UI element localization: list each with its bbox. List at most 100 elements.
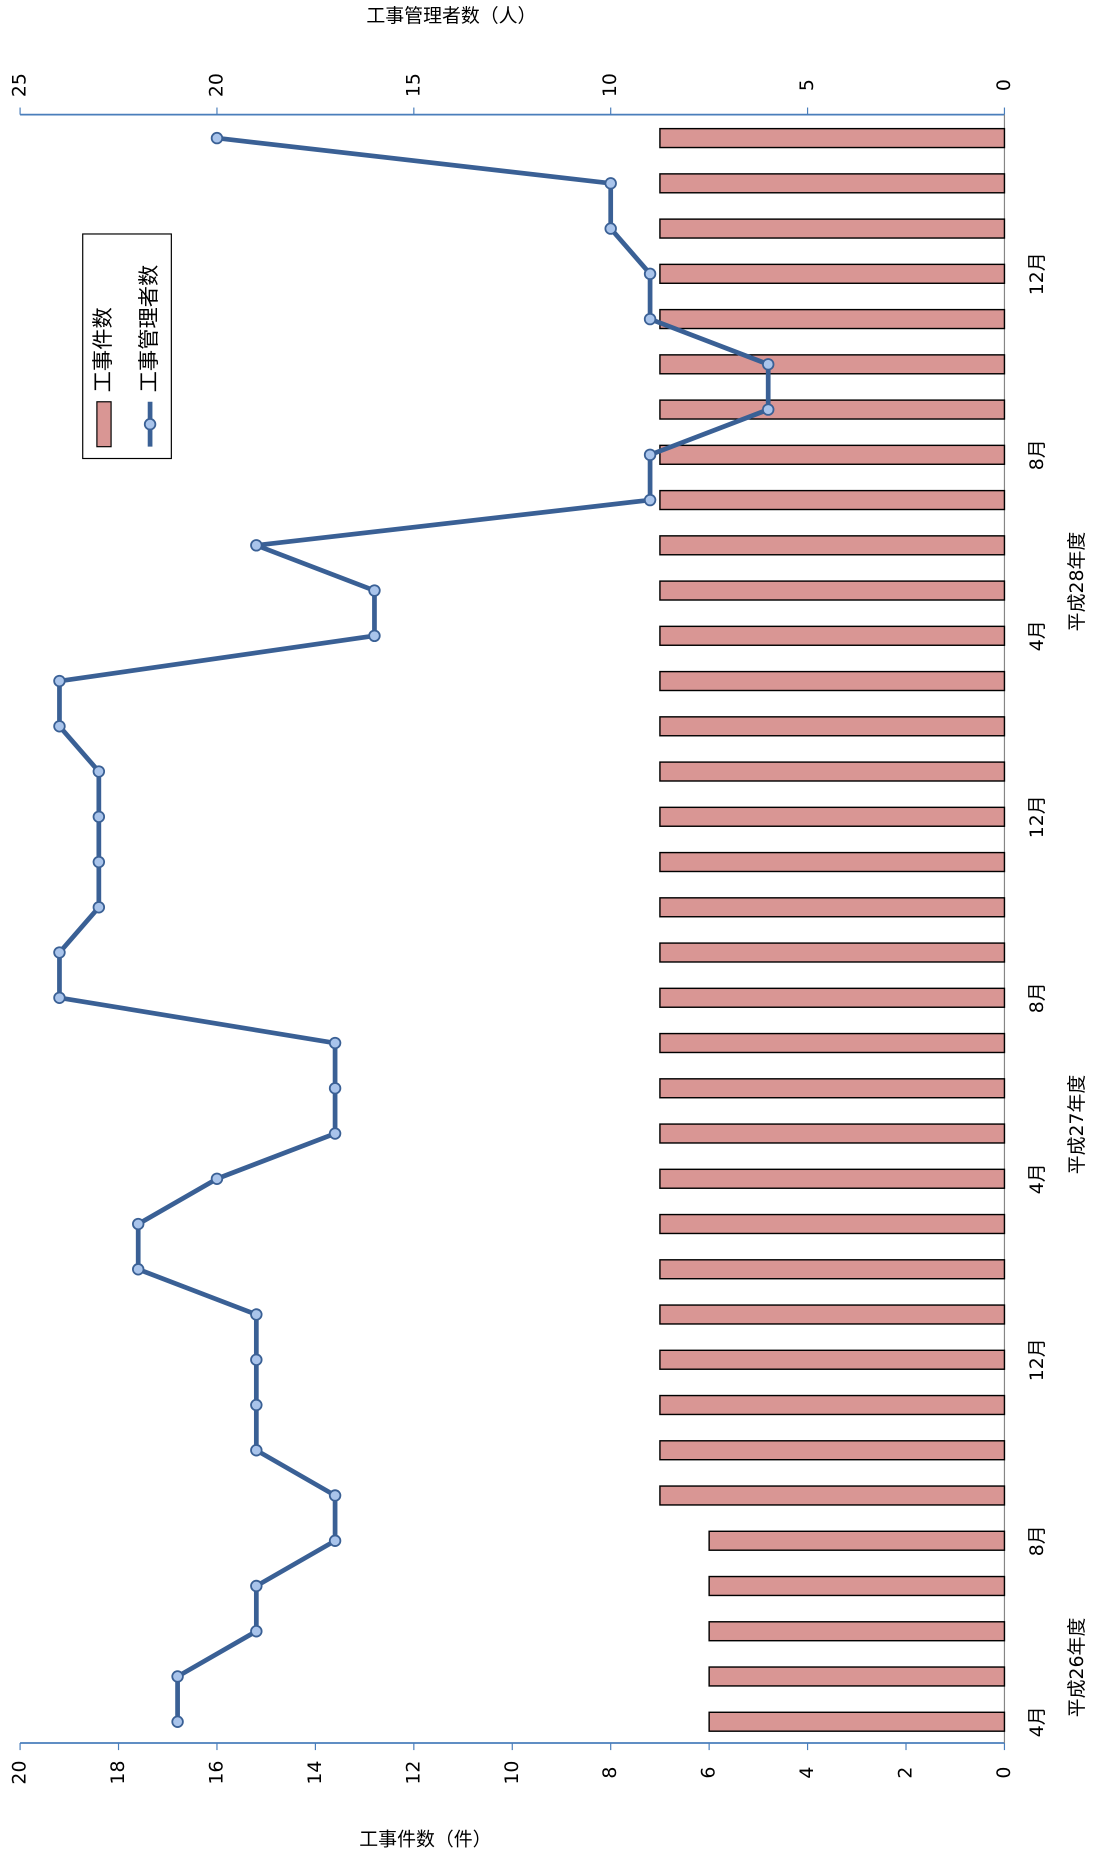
line-marker [328, 1082, 342, 1095]
bar [659, 1168, 1006, 1189]
bar [708, 1711, 1006, 1732]
line-marker [250, 539, 263, 552]
line-marker [171, 1715, 184, 1728]
y2-tick-label: 25 [9, 73, 31, 97]
bar [659, 1394, 1006, 1416]
line-marker [210, 131, 224, 145]
bar [659, 308, 1006, 330]
line-marker [604, 222, 617, 235]
bar [659, 1349, 1006, 1370]
line-marker [92, 765, 106, 778]
y2-tick-label: 10 [599, 73, 621, 97]
bar [659, 1123, 1006, 1144]
plot: 工事件数（件） 工事管理者数（人） 0 2 4 6 8 10 12 14 16 18 20 0 5 10 1… [9, 5, 1089, 1850]
group-label: 平成27年度 [1066, 1075, 1088, 1175]
line-marker [53, 991, 66, 1004]
legend-swatch [143, 418, 157, 431]
bar [659, 670, 1006, 692]
bar [659, 625, 1006, 646]
line-marker [250, 1625, 263, 1638]
legend-label: 工事件数 [91, 307, 116, 392]
line-marker [368, 584, 381, 597]
line-marker [643, 312, 657, 326]
bar [659, 580, 1006, 601]
x-tick-label: 8月 [1026, 439, 1048, 470]
bar [659, 1440, 1006, 1461]
x-tick-label: 12月 [1026, 795, 1048, 838]
bar [708, 1621, 1006, 1642]
line-marker [92, 901, 106, 914]
line-marker [53, 720, 66, 733]
bar [659, 535, 1006, 556]
bar [659, 1078, 1006, 1099]
bar [659, 354, 1006, 375]
line-marker [643, 448, 657, 462]
x-tick-label: 8月 [1026, 982, 1048, 1013]
bar [659, 173, 1006, 194]
y-tick-label: 18 [107, 1761, 129, 1785]
line [57, 135, 771, 1722]
group-label: 平成26年度 [1066, 1618, 1088, 1718]
x-tick-label: 12月 [1026, 252, 1048, 295]
line-marker [250, 1398, 263, 1412]
bar [659, 942, 1006, 963]
bar [659, 444, 1006, 465]
bar [708, 1575, 1006, 1597]
bar [659, 218, 1006, 239]
line-marker [328, 1534, 342, 1547]
line-marker [53, 946, 66, 959]
line-marker [132, 1263, 145, 1276]
bar [708, 1666, 1006, 1687]
y-tick-label: 0 [993, 1767, 1015, 1779]
bar [659, 399, 1006, 420]
line-marker [643, 493, 657, 507]
bar [659, 761, 1006, 782]
y2-tick-label: 5 [796, 79, 818, 91]
x-tick-label: 4月 [1026, 1163, 1048, 1194]
y-tick-label: 6 [698, 1767, 720, 1779]
line-marker [250, 1579, 263, 1593]
bar [659, 716, 1006, 737]
bar [659, 987, 1006, 1008]
bar [659, 851, 1006, 873]
line-marker [761, 403, 775, 416]
y-tick-label: 12 [402, 1761, 424, 1785]
bar [659, 263, 1006, 284]
x-tick-label: 4月 [1026, 620, 1048, 651]
bar [659, 1485, 1006, 1506]
line-marker [210, 1172, 224, 1185]
bar [659, 127, 1006, 149]
y2-tick-label: 20 [205, 73, 227, 97]
y2-tick-label: 15 [402, 73, 424, 97]
x-tick-label: 8月 [1026, 1525, 1048, 1556]
bar [659, 897, 1006, 918]
line-marker [250, 1353, 263, 1366]
bar [659, 1213, 1006, 1235]
y2-axis-title: 工事管理者数（人） [366, 5, 536, 27]
bar [659, 1259, 1006, 1280]
x-tick-label: 12月 [1026, 1338, 1048, 1381]
line-marker [53, 674, 66, 688]
line-marker [643, 267, 657, 281]
line-marker [92, 855, 106, 869]
bar [659, 806, 1006, 827]
y2-tick-label: 0 [993, 79, 1015, 91]
y-tick-label: 20 [9, 1761, 31, 1785]
line-marker [368, 629, 381, 643]
legend-swatch [96, 401, 112, 448]
line-marker [171, 1670, 184, 1683]
bar [659, 1032, 1006, 1054]
legend-label: 工事管理者数 [137, 265, 162, 393]
y-tick-label: 8 [599, 1767, 621, 1779]
bar [659, 489, 1006, 511]
y-tick-label: 16 [205, 1761, 227, 1785]
line-marker [132, 1217, 145, 1231]
line-marker [328, 1036, 342, 1050]
line-marker [328, 1127, 342, 1140]
line-marker [604, 177, 617, 190]
line-marker [761, 358, 775, 371]
line-marker [250, 1444, 263, 1457]
y-tick-label: 10 [501, 1761, 523, 1785]
